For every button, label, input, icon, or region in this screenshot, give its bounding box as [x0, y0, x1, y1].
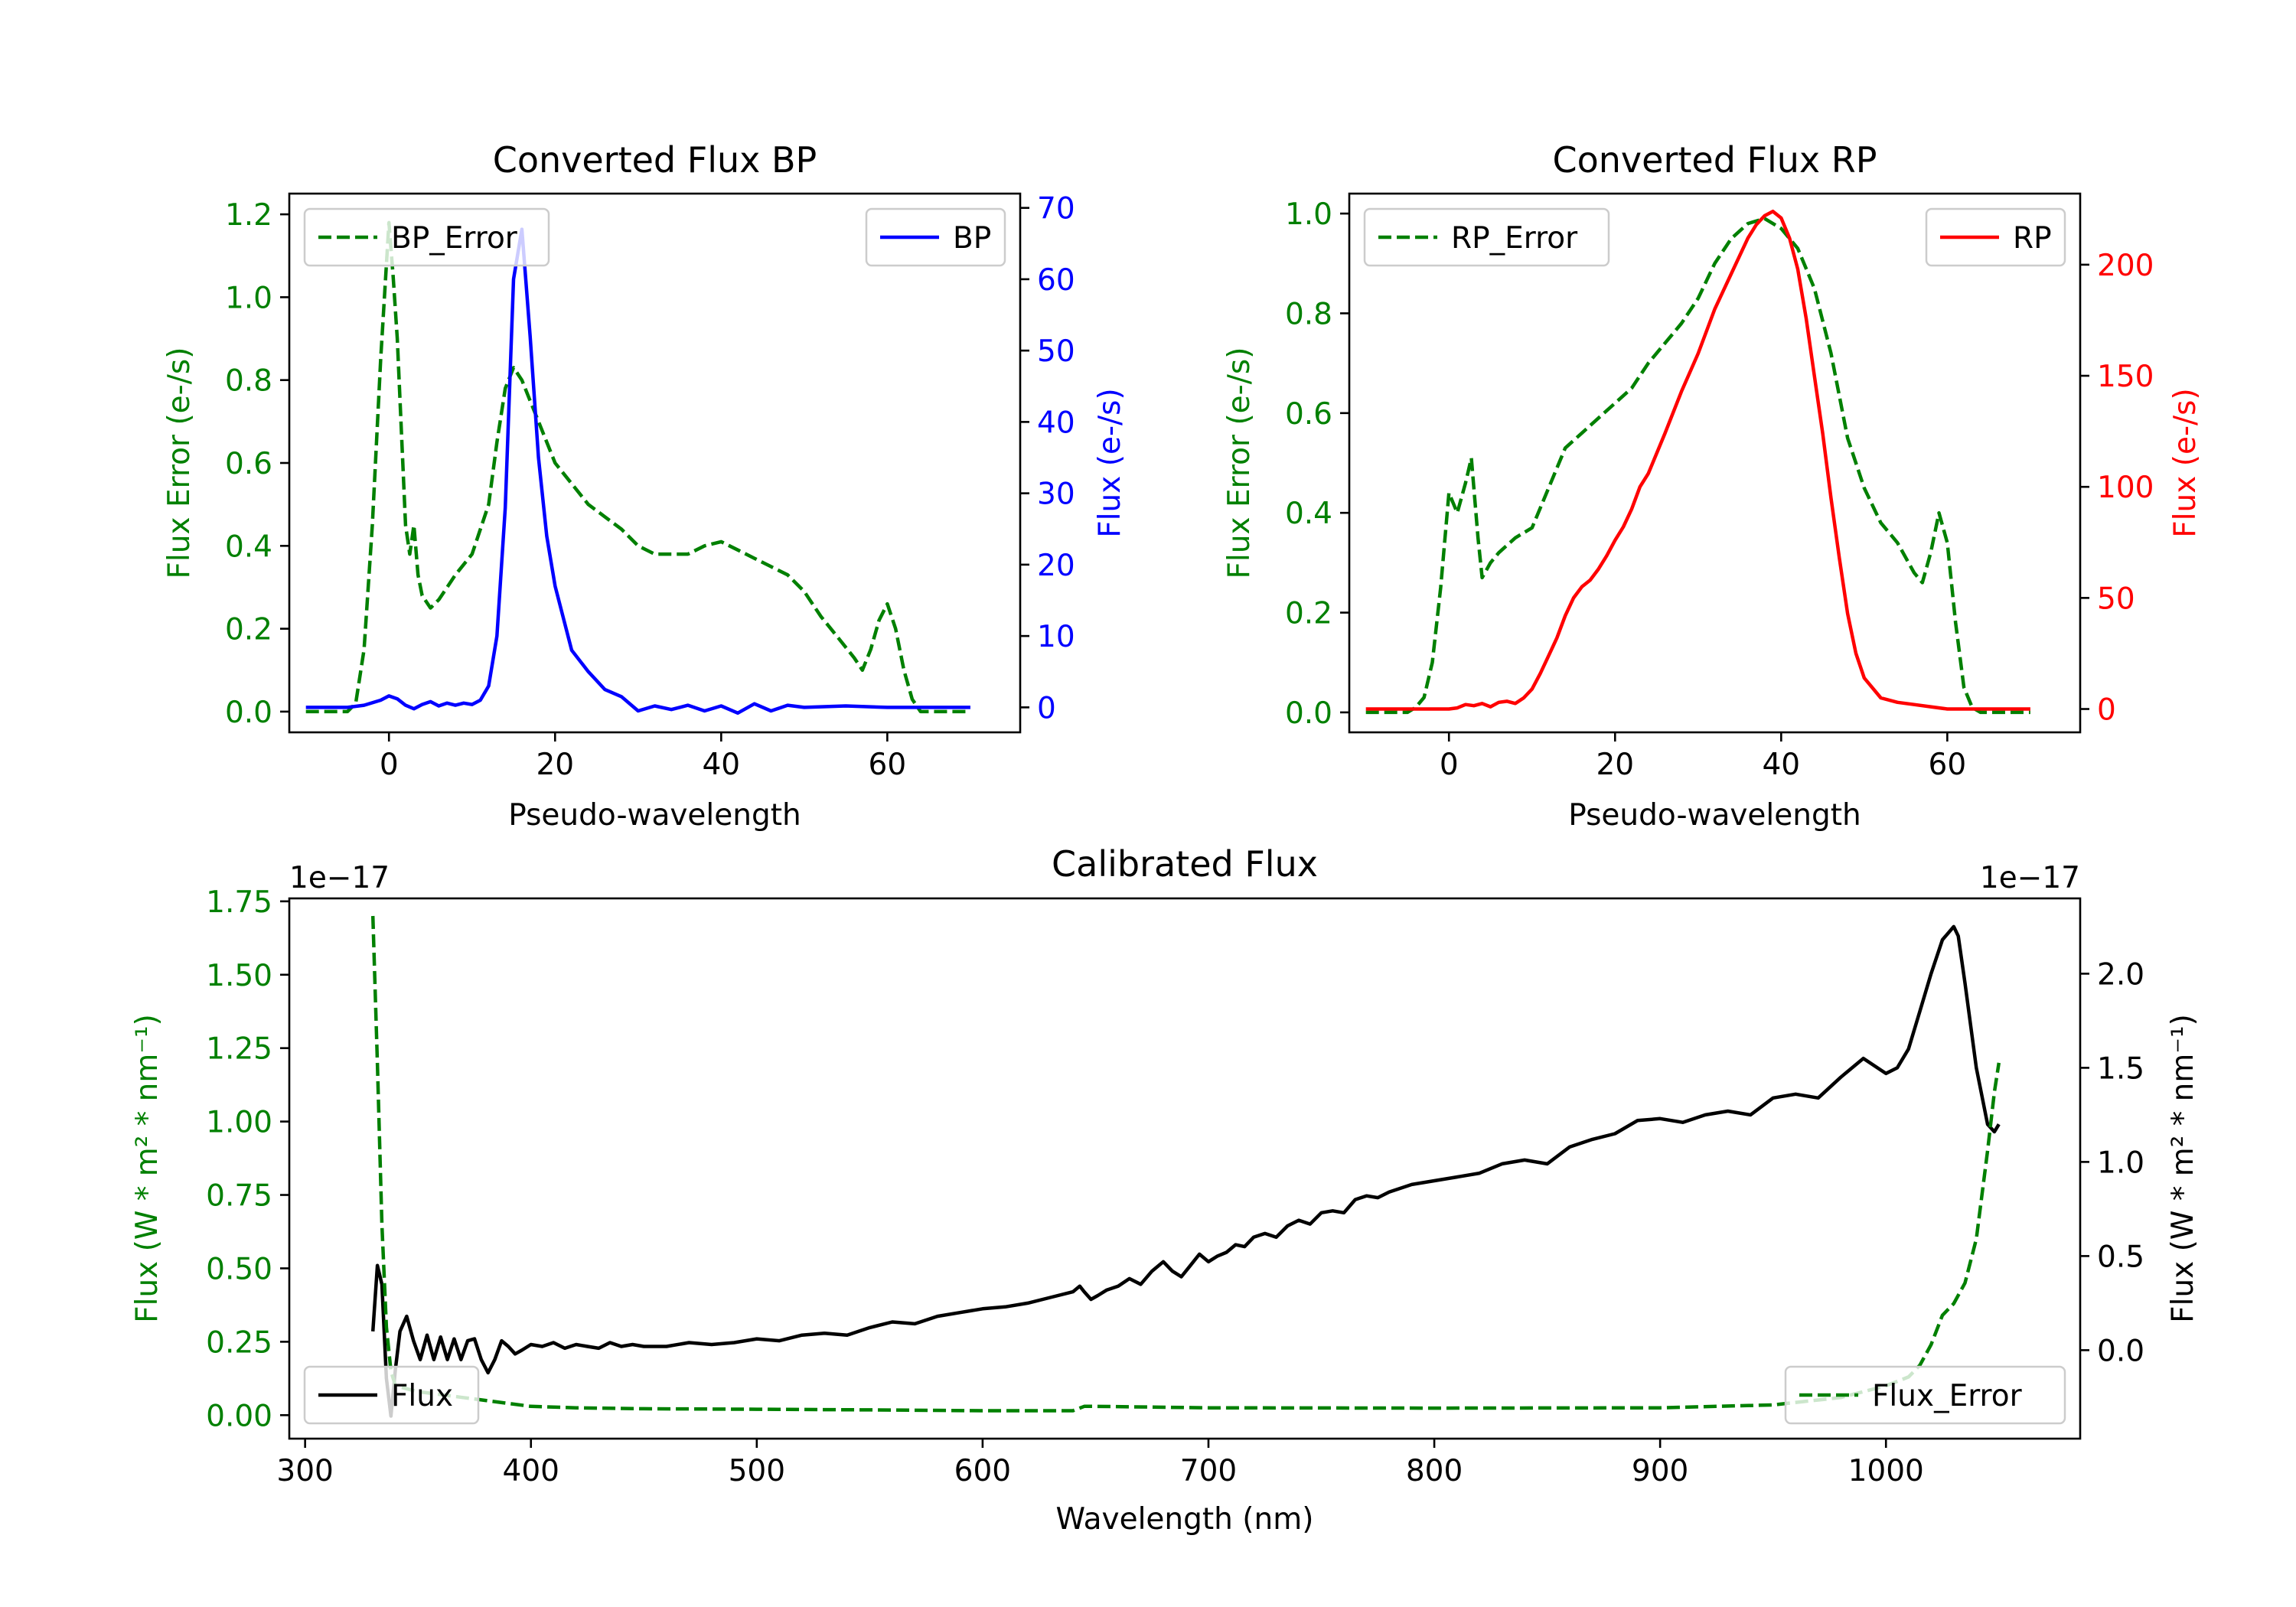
cal-series-flux-line — [370, 924, 2001, 1418]
rp-y-right-tick-label: 50 — [2097, 582, 2135, 616]
bp-y-right-tick-label: 50 — [1037, 334, 1075, 369]
cal-y-left-tick-label: 1.25 — [206, 1032, 272, 1067]
bp-y-right-tick-label: 30 — [1037, 478, 1075, 512]
bp-y-left-tick-label: 0.6 — [225, 447, 272, 481]
rp-chart: 0 20 40 60 0.0 0.2 0.4 0.6 0.8 1.0 0 50 100 150 200 Con… — [1222, 139, 2203, 833]
cal-y-right-tick-label: 1.5 — [2097, 1051, 2144, 1086]
bp-y-left-tick-label: 1.2 — [225, 198, 272, 233]
rp-x-axis-label: Pseudo-wavelength — [1568, 798, 1861, 833]
bp-y-left-tick-label: 1.0 — [225, 281, 272, 315]
cal-legend-label: Flux — [391, 1379, 453, 1413]
rp-y-right-axis-label: Flux (e-/s) — [2168, 388, 2203, 537]
rp-x-tick-label: 40 — [1762, 748, 1800, 782]
bp-series-bp-error-line — [305, 220, 970, 714]
rp-y-right-tick-label: 0 — [2097, 693, 2116, 728]
cal-plot-frame — [288, 897, 2082, 1440]
cal-x-tick-label: 1000 — [1848, 1454, 1924, 1488]
bp-y-left-tick-label: 0.2 — [225, 613, 272, 647]
cal-x-tick-label: 900 — [1632, 1454, 1688, 1488]
bp-y-right-tick-label: 60 — [1037, 263, 1075, 298]
cal-legend-label: Flux_Error — [1872, 1379, 2023, 1413]
bp-x-tick-label: 20 — [536, 748, 574, 782]
bp-series-bp-line — [305, 227, 970, 715]
cal-y-right-tick-label: 0.0 — [2097, 1334, 2144, 1368]
cal-y-left-tick-label: 1.00 — [206, 1106, 272, 1140]
bp-y-left-tick-label: 0.4 — [225, 530, 272, 564]
bp-x-axis-label: Pseudo-wavelength — [508, 798, 801, 833]
bp-y-right-tick-label: 10 — [1037, 620, 1075, 654]
bp-x-tick-label: 40 — [702, 748, 740, 782]
bp-y-right-tick-label: 70 — [1037, 192, 1075, 227]
rp-x-tick-label: 60 — [1929, 748, 1967, 782]
cal-y-left-offset-label: 1e−17 — [289, 861, 390, 895]
cal-y-left-tick-label: 0.25 — [206, 1325, 272, 1360]
cal-y-left-tick-label: 0.75 — [206, 1179, 272, 1214]
bp-y-right-tick-label: 40 — [1037, 406, 1075, 440]
rp-y-left-tick-label: 0.6 — [1285, 397, 1332, 432]
bp-y-right-tick-label: 0 — [1037, 691, 1056, 725]
rp-y-left-tick-label: 0.2 — [1285, 597, 1332, 631]
rp-y-right-tick-label: 150 — [2097, 360, 2154, 394]
cal-x-tick-label: 500 — [729, 1454, 785, 1488]
rp-series-rp-error-line — [1365, 217, 2030, 715]
bp-y-right-axis-label: Flux (e-/s) — [1093, 388, 1127, 537]
cal-y-right-axis-label: Flux (W * m² * nm⁻¹) — [2166, 1014, 2200, 1323]
cal-x-tick-label: 800 — [1406, 1454, 1463, 1488]
rp-y-left-tick-label: 0.4 — [1285, 497, 1332, 531]
rp-y-right-tick-label: 100 — [2097, 471, 2154, 505]
cal-x-tick-label: 600 — [954, 1454, 1011, 1488]
cal-y-left-tick-label: 0.50 — [206, 1252, 272, 1286]
rp-series-rp-line — [1365, 209, 2030, 711]
cal-x-tick-label: 400 — [503, 1454, 559, 1488]
calibrated-flux-chart: 300 400 500 600 700 800 900 1000 0.00 0.25 0.50 0.7… — [130, 843, 2200, 1537]
rp-x-tick-label: 0 — [1440, 748, 1459, 782]
rp-legend-label: RP_Error — [1451, 221, 1578, 256]
cal-x-tick-label: 700 — [1180, 1454, 1237, 1488]
cal-y-right-tick-label: 1.0 — [2097, 1146, 2144, 1180]
rp-y-left-tick-label: 0.8 — [1285, 297, 1332, 331]
rp-legend-label: RP — [2013, 221, 2052, 256]
cal-title: Calibrated Flux — [1052, 843, 1318, 885]
cal-legend-box — [1784, 1365, 2066, 1425]
rp-y-left-axis-label: Flux Error (e-/s) — [1222, 347, 1257, 579]
cal-y-right-tick-label: 0.5 — [2097, 1240, 2144, 1274]
rp-x-tick-label: 20 — [1596, 748, 1634, 782]
rp-y-left-tick-label: 1.0 — [1285, 197, 1332, 232]
bp-y-left-tick-label: 0.8 — [225, 364, 272, 399]
cal-legend-box — [303, 1365, 480, 1425]
rp-plot-frame — [1348, 192, 2082, 734]
rp-y-right-tick-label: 200 — [2097, 249, 2154, 283]
bp-legend-label: BP_Error — [391, 221, 518, 256]
cal-x-tick-label: 300 — [276, 1454, 333, 1488]
bp-legend-label: BP — [953, 221, 991, 256]
rp-y-left-tick-label: 0.0 — [1285, 696, 1332, 731]
bp-y-left-tick-label: 0.0 — [225, 696, 272, 730]
bp-x-tick-label: 60 — [869, 748, 907, 782]
bp-chart: 0 20 40 60 0.0 0.2 0.4 0.6 0.8 1.0 1.2 0 10 20 30 40 50 6… — [162, 139, 1127, 833]
cal-y-left-axis-label: Flux (W * m² * nm⁻¹) — [130, 1014, 165, 1323]
bp-title: Converted Flux BP — [493, 139, 817, 181]
cal-y-right-offset-label: 1e−17 — [1980, 861, 2080, 895]
bp-legend-box — [303, 207, 550, 267]
bp-x-tick-label: 0 — [380, 748, 399, 782]
cal-y-left-tick-label: 1.50 — [206, 959, 272, 993]
cal-y-right-tick-label: 2.0 — [2097, 957, 2144, 992]
bp-y-left-axis-label: Flux Error (e-/s) — [162, 347, 197, 579]
bp-y-right-tick-label: 20 — [1037, 549, 1075, 583]
rp-title: Converted Flux RP — [1553, 139, 1877, 181]
cal-y-left-tick-label: 0.00 — [206, 1399, 272, 1433]
rp-legend-box — [1363, 207, 1610, 267]
cal-x-axis-label: Wavelength (nm) — [1056, 1502, 1314, 1537]
cal-y-left-tick-label: 1.75 — [206, 885, 272, 920]
